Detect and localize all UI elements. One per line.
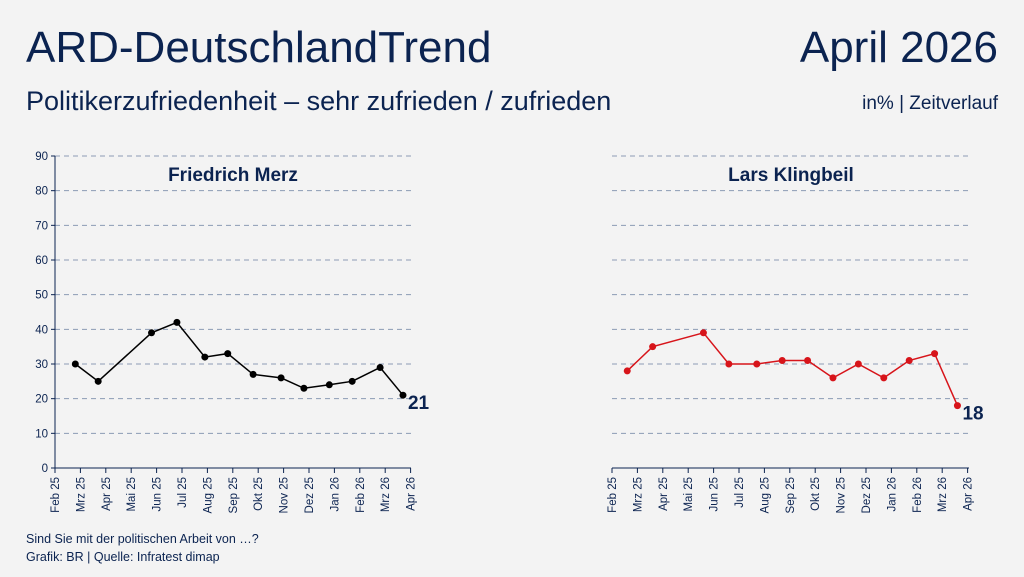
x-tick-label: Feb 25 [50,477,62,513]
x-tick-label: Apr 26 [406,477,418,511]
y-tick-label: 90 [35,151,48,163]
x-tick-label: Aug 25 [202,477,214,513]
data-point [201,353,209,361]
data-point [94,377,102,385]
data-point [953,402,961,410]
x-tick-label: Sep 25 [228,477,240,513]
y-tick-label: 20 [35,394,48,406]
x-tick-label: Jan 26 [886,477,898,512]
y-tick-label: 70 [35,220,48,232]
x-tick-label: Feb 25 [607,477,619,513]
data-point [753,360,761,368]
x-tick-label: Mrz 26 [380,477,392,512]
y-tick-label: 0 [42,463,48,475]
data-point [399,391,407,399]
data-point [931,350,939,358]
data-point [71,360,79,368]
x-tick-label: Apr 26 [963,477,975,511]
y-tick-label: 10 [35,428,48,440]
data-point [277,374,285,382]
month-label: April 2026 [799,23,998,72]
y-tick-label: 50 [35,290,48,302]
x-tick-label: Okt 25 [810,477,822,511]
chart-panel-2: Feb 25 Mrz 25 Apr 25 Mai 25 Jun 25 Jul 25 Aug … [607,155,984,513]
data-point [348,377,356,385]
data-point [649,343,657,351]
chart-title: Lars Klingbeil [728,165,854,186]
x-tick-label: Sep 25 [785,477,797,513]
x-tick-label: Mrz 25 [632,477,644,512]
x-tick-label: Jul 25 [734,477,746,508]
x-tick-label: Feb 26 [355,477,367,513]
y-tick-label: 30 [35,359,48,371]
x-tick-label: Jul 25 [177,477,189,508]
footer-question: Sind Sie mit der politischen Arbeit von … [26,532,259,546]
x-tick-label: Jan 26 [329,477,341,512]
unit-label: in% | Zeitverlauf [862,93,998,114]
x-tick-label: Mrz 25 [75,477,87,512]
series-line [626,331,959,406]
x-tick-label: Mai 25 [683,477,695,512]
data-point [829,374,837,382]
x-tick-label: Jun 25 [152,477,164,512]
data-point [173,318,181,326]
x-tick-label: Aug 25 [759,477,771,513]
data-point [376,363,384,371]
data-point [725,360,733,368]
data-point [778,357,786,365]
data-point [300,384,308,392]
page-subtitle: Politikerzufriedenheit – sehr zufrieden … [26,86,612,116]
x-tick-label: Dez 25 [304,477,316,513]
x-tick-label: Okt 25 [253,477,265,511]
x-tick-label: Dez 25 [861,477,873,513]
data-point [905,357,913,365]
x-tick-label: Apr 25 [101,477,113,511]
data-point [249,370,257,378]
data-point [854,360,862,368]
x-tick-label: Feb 26 [912,477,924,513]
y-tick-label: 60 [35,255,48,267]
data-point [325,381,333,389]
y-tick-label: 40 [35,324,48,336]
x-tick-label: Apr 25 [658,477,670,511]
end-value-label: 21 [408,393,430,414]
page-title: ARD-DeutschlandTrend [26,23,492,72]
data-point [880,374,888,382]
chart-panel-1: 0 10 20 30 40 50 60 70 80 90 Feb 25 Mrz 25 Apr 25 Mai… [35,151,429,513]
footer-source: Grafik: BR | Quelle: Infratest dimap [26,550,220,564]
data-point [623,367,631,375]
x-tick-label: Mai 25 [126,477,138,512]
end-value-label: 18 [962,404,983,425]
y-tick-label: 80 [35,186,48,198]
data-point [804,357,812,365]
data-point [699,329,707,337]
chart-title: Friedrich Merz [168,165,298,186]
x-tick-label: Mrz 26 [937,477,949,512]
data-point [148,329,156,337]
data-point [224,350,232,358]
x-tick-label: Nov 25 [279,477,291,513]
x-tick-label: Jun 25 [709,477,721,512]
x-tick-label: Nov 25 [836,477,848,513]
